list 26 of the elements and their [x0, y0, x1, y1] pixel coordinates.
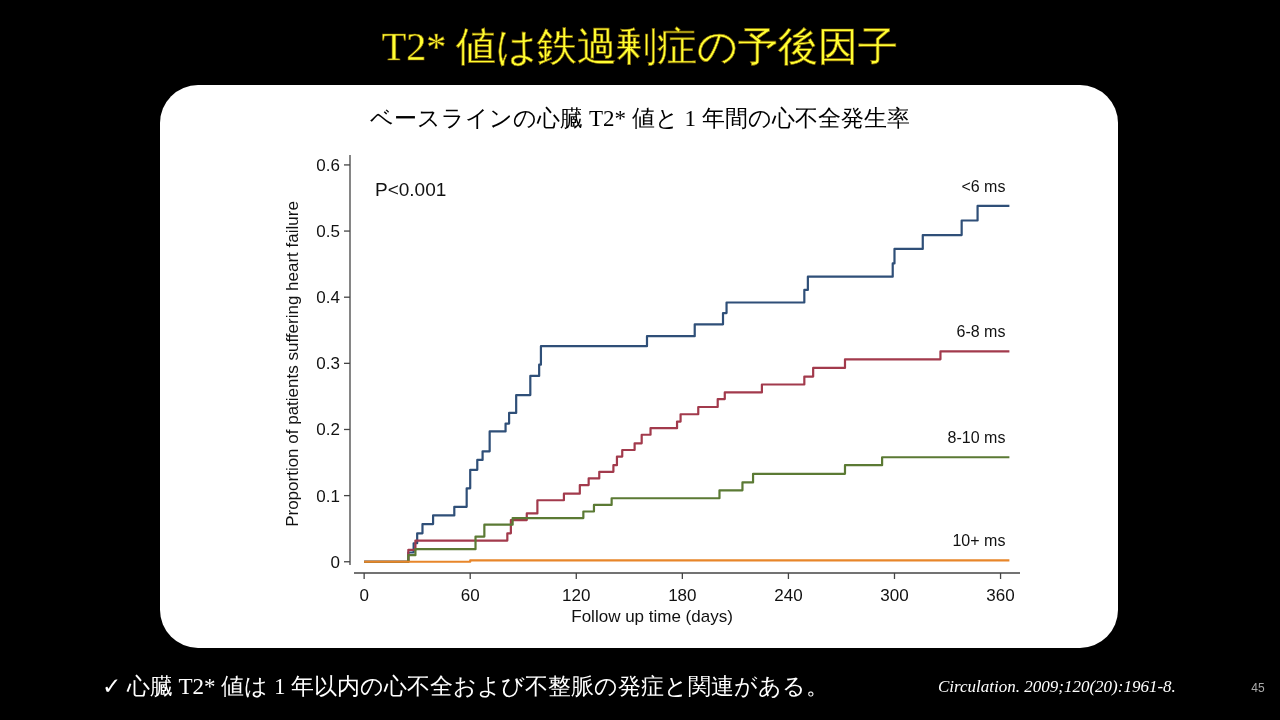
chart-subtitle: ベースラインの心臓 T2* 値と 1 年間の心不全発生率 — [370, 106, 910, 131]
series-label: 8-10 ms — [947, 429, 1006, 447]
y-tick-label: 0.5 — [316, 222, 340, 242]
chart-title: T2* 値は鉄過剰症の予後因子 — [381, 24, 899, 69]
x-tick-label: 60 — [460, 586, 480, 605]
text: 45 — [1251, 681, 1265, 695]
series-label: 10+ ms — [952, 532, 1006, 550]
x-tick-label: 300 — [880, 586, 909, 605]
y-tick-label: 0.3 — [316, 354, 340, 374]
y-tick-label: 0.2 — [316, 420, 340, 440]
x-tick-label: 120 — [562, 586, 591, 605]
x-tick-label: 240 — [774, 586, 803, 605]
annotation: P<0.001 — [375, 179, 447, 200]
series-label: 6-8 ms — [956, 323, 1006, 341]
y-tick-label: 0.1 — [316, 486, 340, 506]
x-axis-title: Follow up time (days) — [571, 607, 733, 626]
x-tick-label: 180 — [668, 586, 697, 605]
x-tick-label: 0 — [359, 586, 369, 605]
series-label: <6 ms — [961, 177, 1006, 195]
y-tick-label: 0 — [330, 552, 340, 572]
y-tick-label: 0.6 — [316, 155, 340, 175]
text: Circulation. 2009;120(20):1961-8. — [938, 677, 1176, 696]
x-tick-label: 360 — [986, 586, 1015, 605]
y-axis-title: Proportion of patients suffering heart failure — [283, 201, 302, 527]
y-tick-label: 0.4 — [316, 288, 340, 308]
text: ✓ 心臓 T2* 値は 1 年以内の心不全および不整脈の発症と関連がある。 — [102, 674, 830, 699]
